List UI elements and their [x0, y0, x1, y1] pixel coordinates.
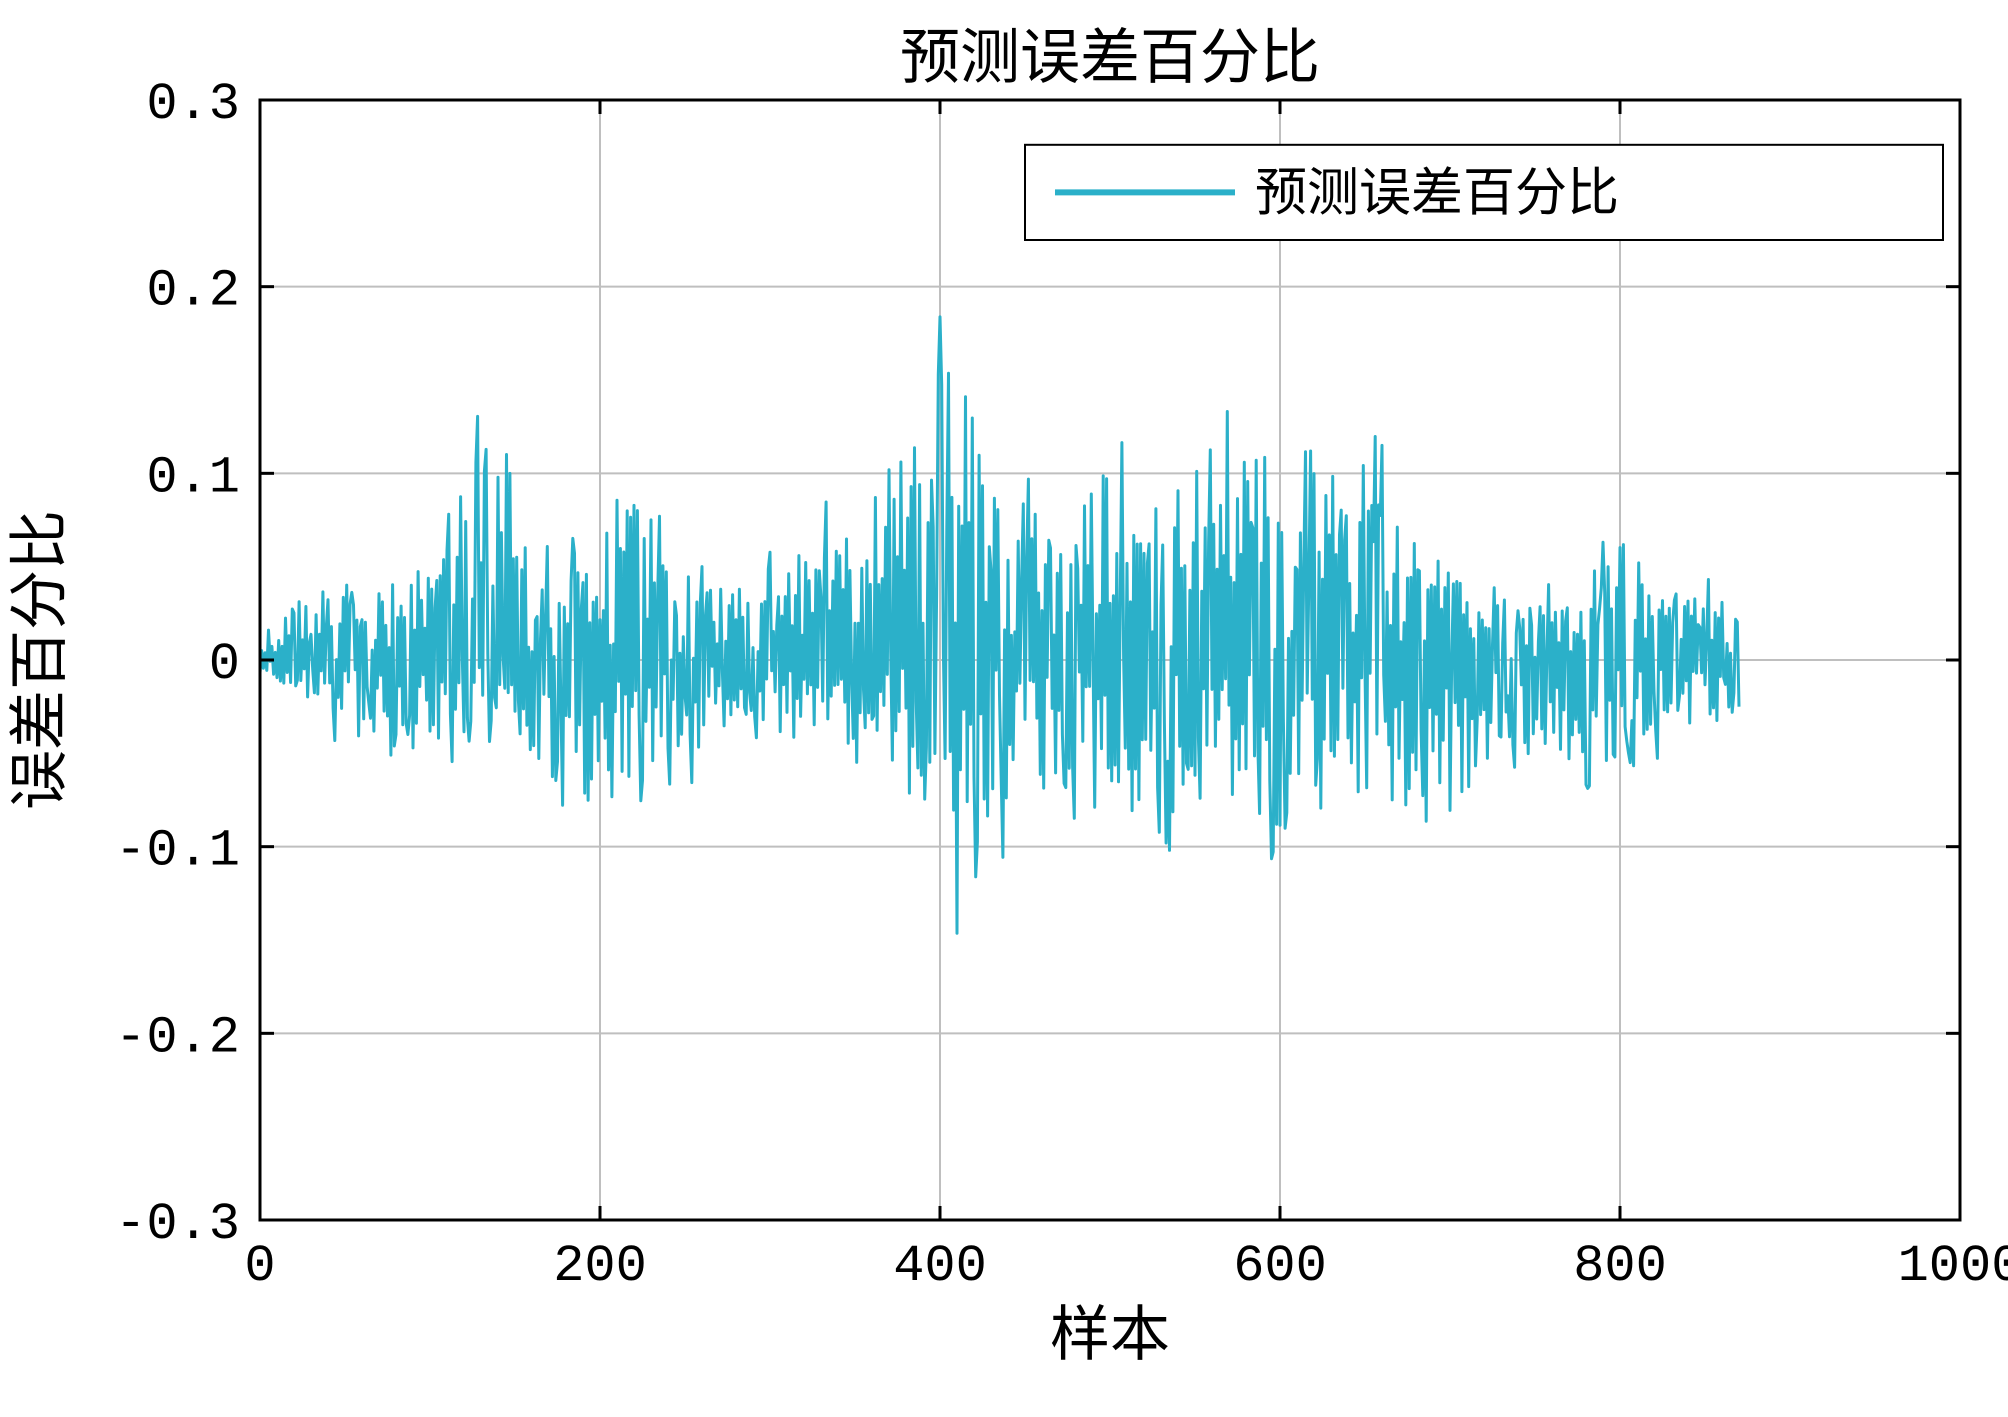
x-tick-label: 0 [244, 1237, 275, 1296]
line-chart: 0 200 400 600 800 1000 -0.3 -0.2 -0.1 0 0.1 0.2 0.3 预… [0, 0, 2008, 1417]
x-tick-label: 800 [1573, 1237, 1667, 1296]
y-tick-label: 0.2 [146, 262, 240, 321]
y-tick-label: 0 [209, 635, 240, 694]
legend-label: 预测误差百分比 [1255, 165, 1619, 222]
x-tick-label: 1000 [1898, 1237, 2008, 1296]
legend: 预测误差百分比 [1025, 145, 1943, 240]
x-tick-label: 400 [893, 1237, 987, 1296]
y-tick-label: 0.1 [146, 448, 240, 507]
chart-container: 0 200 400 600 800 1000 -0.3 -0.2 -0.1 0 0.1 0.2 0.3 预… [0, 0, 2008, 1417]
chart-title: 预测误差百分比 [900, 25, 1320, 91]
y-tick-label: 0.3 [146, 75, 240, 134]
y-tick-label: -0.2 [115, 1008, 240, 1067]
y-tick-label: -0.3 [115, 1195, 240, 1254]
y-axis-label: 误差百分比 [7, 510, 73, 810]
x-tick-label: 200 [553, 1237, 647, 1296]
x-axis-label: 样本 [1050, 1302, 1170, 1368]
x-tick-label: 600 [1233, 1237, 1327, 1296]
y-tick-label: -0.1 [115, 822, 240, 881]
